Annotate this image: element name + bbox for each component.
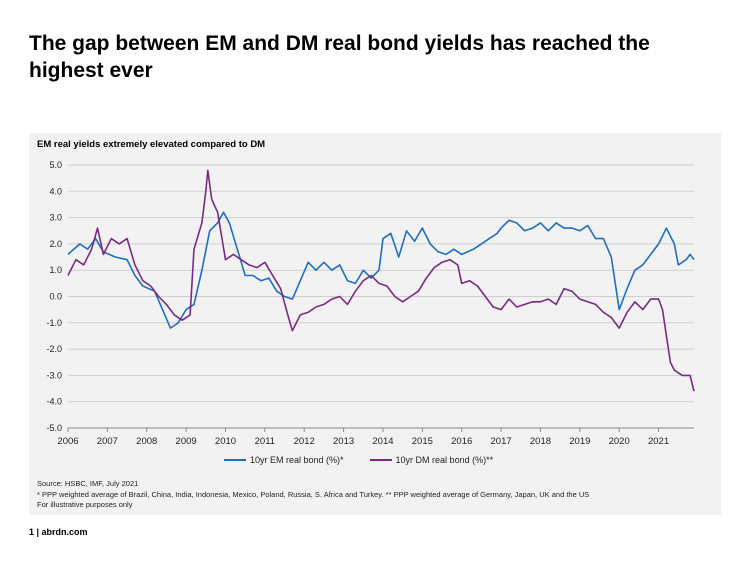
- series-line-em: [67, 211, 695, 329]
- x-axis-ticks: 2006 2007 2008 2009 2010 2011 2012 2013 2014 2015…: [57, 428, 669, 447]
- legend-label-dm: 10yr DM real bond (%)**: [395, 455, 494, 465]
- y-tick-label: 5.0: [49, 160, 62, 170]
- slide-title: The gap between EM and DM real bond yiel…: [29, 32, 650, 82]
- x-tick-label: 2021: [648, 436, 669, 447]
- y-axis-ticks: 5.0 4.0 3.0 2.0 1.0 0.0 -1.0 -2.0 -3.0 -4.0 -5.0: [46, 160, 62, 433]
- y-tick-label: 1.0: [49, 265, 62, 275]
- disclaimer-line: For illustrative purposes only: [37, 500, 133, 509]
- chart-heading: EM real yields extremely elevated compar…: [37, 139, 266, 150]
- y-tick-label: 0.0: [49, 292, 62, 302]
- y-tick-label: -3.0: [46, 370, 62, 380]
- x-tick-label: 2008: [136, 436, 157, 447]
- x-tick-label: 2019: [569, 436, 590, 447]
- y-tick-label: 4.0: [49, 186, 62, 196]
- chart-panel: [29, 133, 721, 515]
- x-tick-label: 2016: [451, 436, 472, 447]
- source-notes: Source: HSBC, IMF, July 2021 * PPP weigh…: [37, 479, 589, 511]
- x-tick-label: 2013: [333, 436, 354, 447]
- y-tick-label: -1.0: [46, 318, 62, 328]
- legend-item-em: 10yr EM real bond (%)*: [224, 455, 344, 465]
- y-tick-label: -5.0: [46, 423, 62, 433]
- y-tick-label: -4.0: [46, 397, 62, 407]
- x-tick-label: 2014: [372, 436, 393, 447]
- legend-swatch-em: [224, 459, 246, 461]
- grid-lines: [68, 164, 694, 429]
- source-line: Source: HSBC, IMF, July 2021: [37, 479, 139, 488]
- series-line-dm: [67, 169, 695, 392]
- x-tick-label: 2017: [491, 436, 512, 447]
- x-tick-label: 2012: [294, 436, 315, 447]
- x-tick-label: 2009: [176, 436, 197, 447]
- footnote-line: * PPP weighted average of Brazil, China,…: [37, 489, 590, 499]
- y-tick-label: 2.0: [49, 239, 62, 249]
- legend-label-em: 10yr EM real bond (%)*: [250, 455, 344, 465]
- x-tick-label: 2020: [609, 436, 630, 447]
- x-tick-label: 2010: [215, 436, 236, 447]
- x-tick-label: 2006: [57, 436, 78, 447]
- legend-swatch-dm: [369, 459, 392, 461]
- x-tick-label: 2015: [412, 436, 433, 447]
- x-tick-label: 2011: [255, 436, 275, 447]
- page-footer: 1 | abrdn.com: [29, 527, 88, 537]
- chart-legend: 10yr EM real bond (%)* 10yr DM real bond…: [224, 455, 519, 465]
- x-tick-label: 2018: [530, 436, 551, 447]
- x-tick-label: 2007: [97, 436, 118, 447]
- y-tick-label: 3.0: [49, 213, 62, 223]
- y-tick-label: -2.0: [46, 344, 62, 354]
- series-lines: [67, 169, 695, 392]
- legend-item-dm: 10yr DM real bond (%)**: [369, 455, 494, 465]
